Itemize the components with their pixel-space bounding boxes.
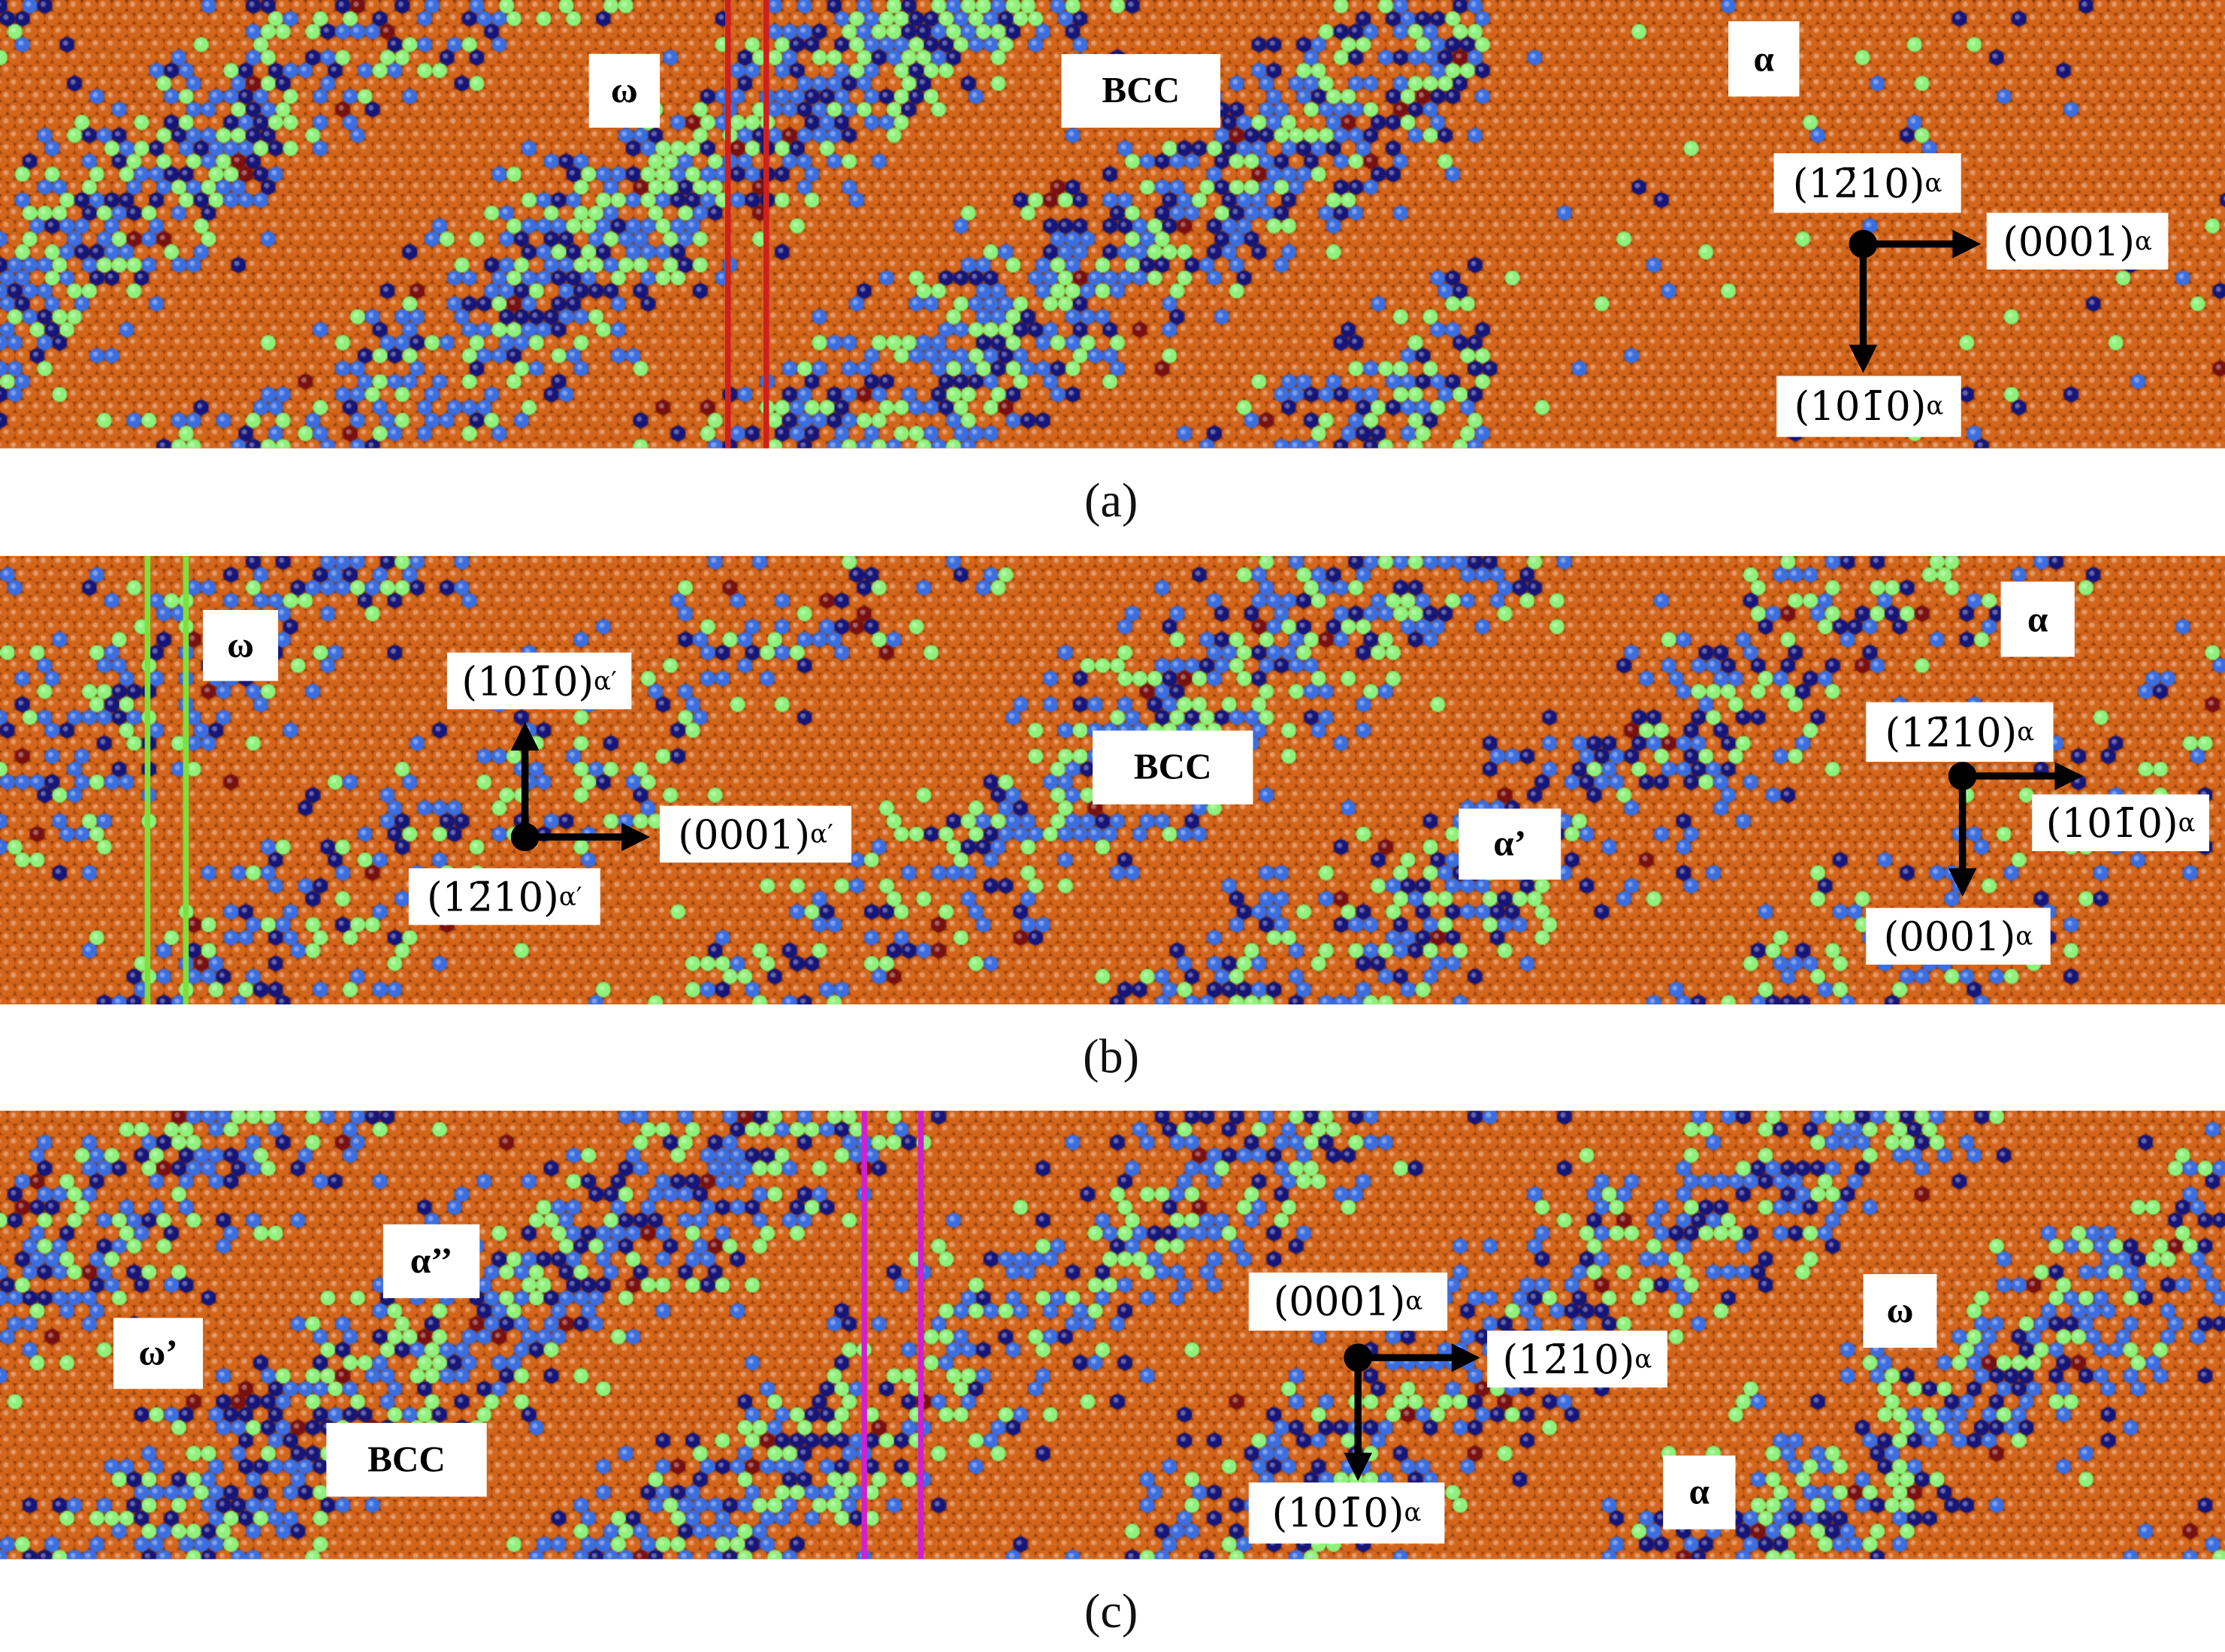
miller-subscript: α′ (594, 666, 617, 696)
panel-caption-a: (a) (1084, 475, 1138, 528)
coordinate-axes-icon (1344, 1343, 1480, 1481)
miller-subscript: α′ (810, 819, 833, 850)
miller-index: (0001) (1273, 1278, 1406, 1325)
miller-index: (12̄10) (1792, 159, 1925, 207)
miller-subscript: α (2178, 808, 2196, 838)
miller-index: (12̄10) (427, 873, 559, 920)
panel-caption-b: (b) (1083, 1031, 1140, 1084)
phase-label-omega: ω (1863, 1273, 1937, 1348)
coordinate-axes-icon (1849, 229, 1982, 373)
boundary-line (144, 556, 151, 1004)
axis-label: (0001) α (1248, 1272, 1448, 1331)
phase-label-bcc: BCC (1061, 53, 1221, 128)
boundary-line (918, 1110, 924, 1560)
axis-label: (0001) α (1866, 908, 2051, 965)
phase-label-alpha: α (1663, 1455, 1736, 1530)
miller-index: (101̄0) (1271, 1489, 1404, 1537)
miller-index: (0001) (678, 811, 811, 858)
axis-label: (0001) α (1986, 213, 2169, 270)
panel-c-simulation: α’’ ω’ BCC ω α (0001) α (12̄10) α (101̄0) α (0, 1110, 2225, 1560)
miller-subscript: α (1634, 1344, 1652, 1374)
miller-subscript: α (1926, 391, 1944, 421)
miller-subscript: α (1924, 168, 1942, 198)
axis-label: (0001) α′ (660, 805, 852, 863)
miller-subscript: α (1404, 1498, 1422, 1528)
phase-label-omega-prime: ω’ (113, 1318, 204, 1389)
panel-a-simulation: ω BCC α (12̄10) α (0001) α (101̄0) α (0, 0, 2225, 448)
coordinate-axes-icon (510, 722, 2084, 897)
phase-label-alpha-double-prime: α’’ (382, 1224, 480, 1298)
miller-subscript: α (2015, 921, 2033, 952)
miller-subscript: α (2017, 717, 2035, 747)
axis-label: (12̄10) α (1773, 153, 1961, 213)
axis-label: (101̄0) α′ (446, 652, 632, 710)
boundary-line (861, 1110, 867, 1560)
boundary-line (724, 0, 731, 448)
miller-index: (12̄10) (1502, 1335, 1635, 1383)
axis-label: (12̄10) α (1866, 702, 2054, 763)
phase-label-bcc: BCC (1093, 730, 1253, 805)
boundary-line (183, 556, 189, 1004)
miller-index: (101̄0) (2045, 799, 2178, 847)
panel-b-simulation: ω BCC α’ α (101̄0) α′ (0001) α′ (12̄10) α′ … (0, 556, 2225, 1004)
miller-index: (101̄0) (1794, 382, 1927, 430)
phase-label-omega: ω (588, 53, 661, 128)
miller-subscript: α (2135, 226, 2152, 256)
phase-label-omega: ω (203, 610, 279, 681)
phase-label-alpha: α (2000, 581, 2075, 657)
axis-label: (101̄0) α (1776, 376, 1961, 437)
phase-label-bcc: BCC (326, 1423, 487, 1497)
phase-label-alpha: α (1728, 21, 1800, 97)
boundary-line (763, 0, 769, 448)
axis-label: (101̄0) α (2032, 794, 2210, 852)
miller-subscript: α (1405, 1286, 1423, 1317)
axis-label: (12̄10) α (1487, 1330, 1667, 1388)
miller-subscript: α′ (558, 881, 582, 912)
panel-caption-c: (c) (1084, 1586, 1138, 1639)
axis-label: (12̄10) α′ (408, 868, 600, 926)
miller-index: (101̄0) (461, 657, 594, 705)
phase-label-alpha-prime: α’ (1459, 808, 1561, 880)
miller-index: (0001) (1883, 913, 2016, 960)
miller-index: (12̄10) (1885, 708, 2018, 756)
miller-index: (0001) (2003, 217, 2136, 265)
axis-label: (101̄0) α (1248, 1482, 1445, 1544)
